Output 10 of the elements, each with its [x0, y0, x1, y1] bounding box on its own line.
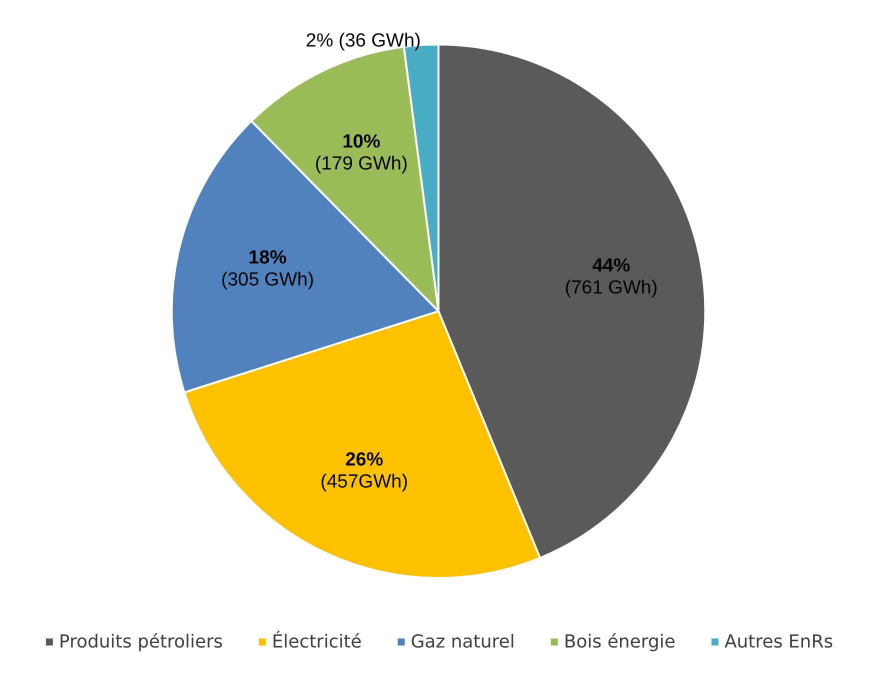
data-label: 18% (305 GWh) — [221, 247, 314, 290]
data-label: 10% (179 GWh) — [314, 131, 408, 174]
legend-label: Produits pétroliers — [58, 632, 223, 652]
data-label: 44% (761 GWh) — [564, 256, 658, 299]
legend-label: Électricité — [272, 630, 362, 652]
legend-label: Bois énergie — [564, 632, 676, 652]
data-label: 2% (36 GWh) — [306, 30, 421, 52]
legend-label: Gaz naturel — [410, 632, 515, 652]
data-label: 26% (457GWh) — [320, 449, 408, 492]
legend-label: Autres EnRs — [724, 632, 834, 652]
